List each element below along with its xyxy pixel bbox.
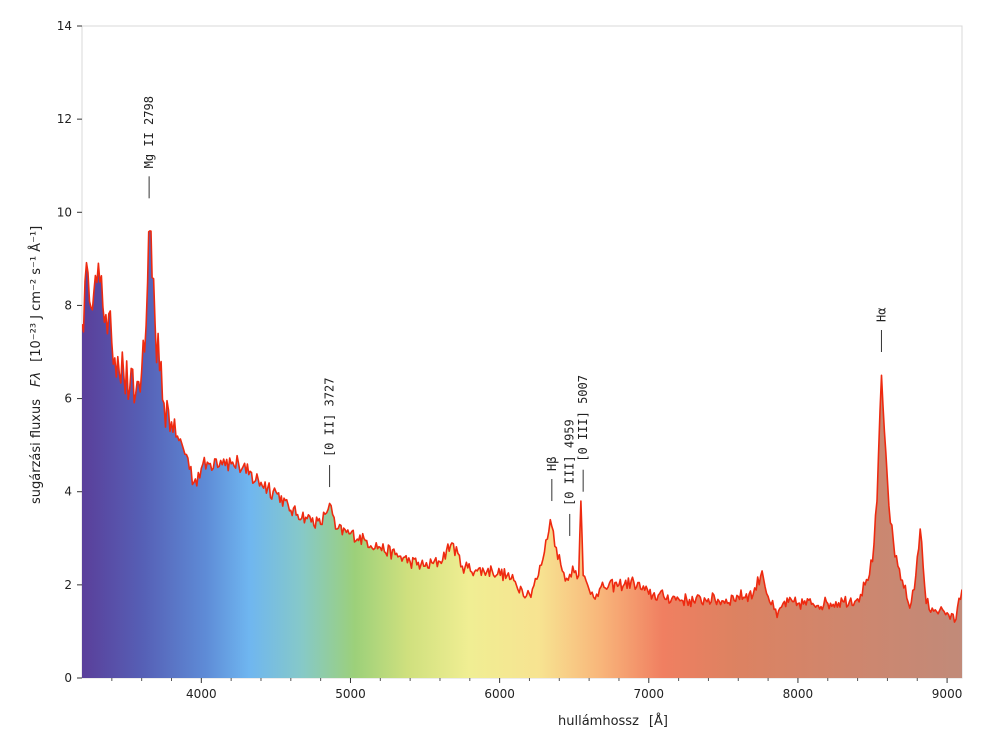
x-tick-label: 7000 bbox=[634, 687, 665, 701]
x-axis: 4000 5000 6000 7000 8000 9000 bbox=[111, 678, 963, 701]
emission-line-label: Hα bbox=[874, 308, 888, 322]
x-axis-title: hullámhossz [Å] bbox=[558, 713, 668, 729]
y-tick-label: 14 bbox=[57, 19, 72, 33]
emission-line-label: [0 III] 5007 bbox=[576, 375, 590, 462]
spectrum-fill bbox=[82, 230, 962, 678]
emission-line-label: [0 II] 3727 bbox=[323, 378, 337, 457]
spectrum-line bbox=[82, 230, 962, 623]
emission-line-label: [0 III] 4959 bbox=[563, 419, 577, 506]
y-tick-label: 8 bbox=[64, 298, 72, 312]
x-tick-label: 8000 bbox=[783, 687, 814, 701]
emission-line-label: Hβ bbox=[545, 457, 559, 471]
x-tick-label: 9000 bbox=[932, 687, 963, 701]
x-tick-label: 5000 bbox=[335, 687, 366, 701]
emission-line-labels: Mg II 2798 [0 II] 3727 Hβ [0 III] 4959[0 II… bbox=[142, 96, 888, 536]
y-tick-label: 10 bbox=[57, 205, 72, 219]
y-tick-label: 12 bbox=[57, 112, 72, 126]
y-axis-title: sugárzási fluxusFλ[10⁻²³ J cm⁻² s⁻¹ Å⁻¹] bbox=[28, 226, 44, 504]
y-tick-label: 6 bbox=[64, 392, 72, 406]
y-tick-label: 0 bbox=[64, 671, 72, 685]
x-tick-label: 6000 bbox=[484, 687, 515, 701]
y-tick-label: 2 bbox=[64, 578, 72, 592]
emission-line-label: Mg II 2798 bbox=[142, 96, 156, 168]
x-tick-label: 4000 bbox=[186, 687, 217, 701]
y-axis: 0 2 4 6 8 10 12 14 bbox=[57, 19, 82, 685]
y-tick-label: 4 bbox=[64, 485, 72, 499]
